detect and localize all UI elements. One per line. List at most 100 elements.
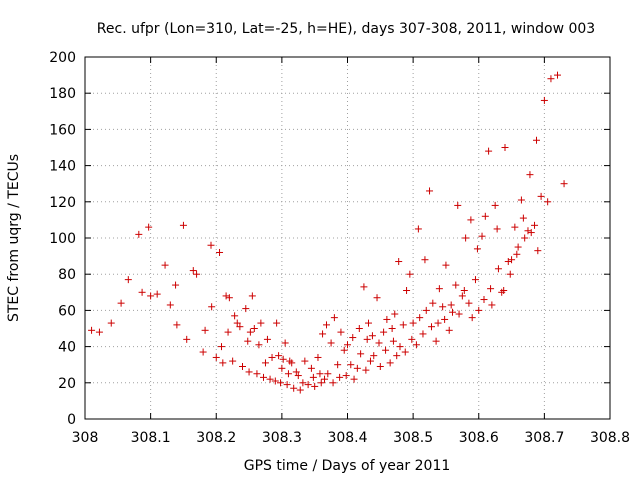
data-point: [540, 96, 548, 104]
axis-ticks: 308 308.1 308.2 308.3 308.4 308.5 308.6 308.7 30…: [49, 50, 630, 446]
data-point: [193, 270, 201, 278]
data-point: [447, 301, 455, 309]
data-point: [253, 370, 261, 378]
data-point: [389, 337, 397, 345]
data-point: [296, 386, 304, 394]
data-point: [409, 319, 417, 327]
x-tick-label: 308.8: [590, 430, 630, 446]
data-point: [201, 326, 209, 334]
data-point: [349, 334, 357, 342]
data-point: [88, 326, 96, 334]
data-point: [454, 201, 462, 209]
data-point: [255, 341, 263, 349]
y-axis-label: STEC from uqrg / TECUs: [6, 154, 22, 322]
data-point: [442, 261, 450, 269]
data-point: [513, 250, 521, 258]
data-point: [419, 330, 427, 338]
data-point: [327, 339, 335, 347]
data-point: [161, 261, 169, 269]
data-point: [480, 296, 488, 304]
data-point: [460, 286, 468, 294]
y-tick-label: 160: [49, 122, 76, 138]
data-point: [314, 353, 322, 361]
x-tick-label: 308.1: [131, 430, 171, 446]
y-tick-label: 0: [67, 412, 76, 428]
x-tick-label: 308.7: [524, 430, 564, 446]
data-point: [491, 201, 499, 209]
data-point: [517, 196, 525, 204]
x-tick-label: 308.6: [459, 430, 499, 446]
data-point: [360, 283, 368, 291]
data-point: [508, 256, 516, 264]
data-point: [487, 285, 495, 293]
data-point: [244, 337, 252, 345]
data-point: [465, 299, 473, 307]
data-point: [173, 321, 181, 329]
data-point: [494, 265, 502, 273]
data-point: [263, 335, 271, 343]
data-point: [428, 323, 435, 331]
data-point: [329, 379, 337, 387]
data-point: [445, 326, 453, 334]
data-point: [560, 180, 568, 188]
data-point: [531, 221, 539, 229]
data-point: [501, 144, 509, 151]
data-point: [277, 379, 285, 387]
x-tick-label: 308.2: [196, 430, 236, 446]
data-point: [260, 373, 267, 381]
y-tick-label: 80: [58, 267, 76, 283]
data-point: [467, 216, 475, 224]
data-point: [527, 229, 535, 237]
data-point: [462, 234, 470, 242]
data-point: [208, 303, 216, 311]
data-point: [471, 276, 479, 284]
data-point: [399, 321, 407, 329]
data-point: [319, 330, 327, 338]
data-point: [236, 323, 244, 331]
data-point: [401, 348, 409, 356]
data-point: [239, 363, 246, 371]
data-point: [481, 212, 489, 220]
chart-title: Rec. ufpr (Lon=310, Lat=-25, h=HE), days…: [97, 21, 595, 37]
data-point: [362, 366, 370, 374]
data-point: [245, 368, 253, 376]
data-point: [301, 357, 309, 365]
data-point: [432, 337, 440, 345]
data-point: [524, 227, 532, 235]
data-point: [275, 352, 283, 360]
data-point: [290, 384, 298, 392]
data-point: [340, 346, 348, 354]
data-point: [347, 361, 355, 369]
y-tick-label: 40: [58, 340, 76, 356]
data-point: [207, 241, 215, 249]
data-point: [375, 339, 383, 347]
y-tick-label: 20: [58, 376, 76, 392]
data-point: [368, 332, 376, 340]
data-point: [321, 375, 329, 383]
data-point: [212, 353, 220, 361]
data-point: [526, 171, 534, 179]
data-point: [412, 341, 420, 349]
data-point: [504, 258, 512, 266]
data-point: [439, 303, 447, 311]
data-point: [414, 225, 422, 233]
data-point: [124, 276, 132, 284]
data-point: [225, 294, 233, 302]
data-point: [416, 314, 424, 322]
data-point: [147, 292, 155, 300]
data-point: [311, 382, 319, 390]
data-point: [422, 306, 430, 314]
data-point: [183, 335, 191, 343]
data-point: [246, 328, 254, 336]
data-point: [224, 328, 232, 336]
grid-lines: [85, 57, 610, 419]
data-point: [435, 285, 443, 293]
y-tick-label: 100: [49, 231, 76, 247]
data-point: [475, 306, 483, 314]
data-point: [363, 335, 371, 343]
data-point: [391, 310, 399, 318]
data-point: [376, 363, 384, 371]
data-point: [533, 136, 540, 144]
data-point: [452, 281, 460, 289]
